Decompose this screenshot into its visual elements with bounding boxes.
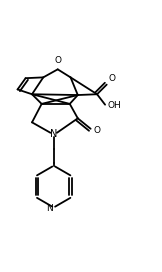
Text: N: N xyxy=(50,129,57,139)
Text: O: O xyxy=(93,126,101,135)
Text: O: O xyxy=(54,56,61,65)
Text: OH: OH xyxy=(108,101,121,110)
Text: O: O xyxy=(108,74,115,83)
Text: N: N xyxy=(46,204,53,213)
